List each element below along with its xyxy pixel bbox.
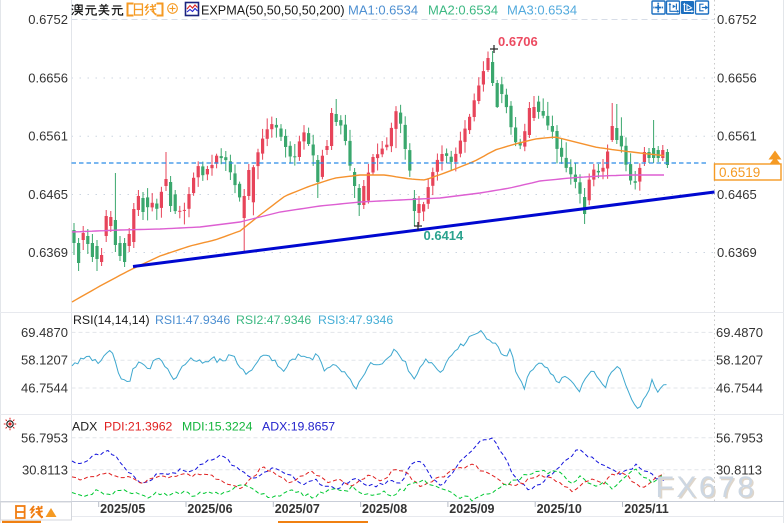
svg-text:2025/05: 2025/05	[100, 502, 145, 516]
svg-text:0.6561: 0.6561	[717, 129, 757, 144]
svg-text:MDI:15.3224: MDI:15.3224	[182, 420, 253, 434]
svg-text:30.8113: 30.8113	[716, 462, 762, 477]
svg-text:0.6752: 0.6752	[717, 12, 757, 27]
svg-text:0.6752: 0.6752	[28, 12, 68, 27]
svg-text:FX678: FX678	[656, 471, 757, 504]
svg-text:69.4870: 69.4870	[21, 325, 68, 340]
svg-text:2025/10: 2025/10	[537, 502, 582, 516]
svg-text:0.6465: 0.6465	[717, 187, 757, 202]
svg-text:58.1207: 58.1207	[716, 353, 763, 368]
svg-text:0.6656: 0.6656	[28, 71, 68, 86]
svg-text:56.7953: 56.7953	[716, 430, 763, 445]
svg-text:0.6706: 0.6706	[498, 34, 538, 49]
svg-text:MA1:0.6534: MA1:0.6534	[348, 3, 418, 18]
svg-text:FX678: FX678	[657, 473, 758, 506]
svg-text:PDI:21.3962: PDI:21.3962	[104, 420, 173, 434]
svg-text:MA2:0.6534: MA2:0.6534	[428, 3, 498, 18]
svg-text:46.7544: 46.7544	[716, 381, 763, 396]
svg-text:58.1207: 58.1207	[21, 353, 68, 368]
svg-text:69.4870: 69.4870	[716, 325, 763, 340]
svg-text:0.6465: 0.6465	[28, 187, 68, 202]
svg-text:2025/08: 2025/08	[362, 502, 407, 516]
svg-text:0.6369: 0.6369	[717, 245, 757, 260]
svg-text:0.6369: 0.6369	[28, 245, 68, 260]
svg-text:0.6519: 0.6519	[719, 165, 760, 180]
svg-text:EXPMA(50,50,50,50,200): EXPMA(50,50,50,50,200)	[201, 4, 345, 18]
svg-text:MA3:0.6534: MA3:0.6534	[507, 3, 577, 18]
svg-text:RSI1:47.9346: RSI1:47.9346	[155, 313, 230, 327]
svg-text:56.7953: 56.7953	[21, 430, 68, 445]
svg-text:RSI2:47.9346: RSI2:47.9346	[236, 313, 311, 327]
svg-text:ADX: ADX	[72, 420, 97, 434]
svg-text:0.6561: 0.6561	[28, 129, 68, 144]
svg-text:RSI3:47.9346: RSI3:47.9346	[318, 313, 393, 327]
svg-text:30.8113: 30.8113	[22, 462, 68, 477]
svg-text:RSI(14,14,14): RSI(14,14,14)	[73, 313, 150, 327]
svg-text:2025/07: 2025/07	[275, 502, 320, 516]
svg-text:46.7544: 46.7544	[21, 381, 68, 396]
svg-text:ADX:19.8657: ADX:19.8657	[262, 420, 335, 434]
svg-text:0.6656: 0.6656	[717, 71, 757, 86]
svg-text:2025/11: 2025/11	[624, 502, 669, 516]
svg-text:2025/06: 2025/06	[187, 502, 232, 516]
svg-text:0.6414: 0.6414	[424, 228, 465, 243]
svg-text:2025/09: 2025/09	[449, 502, 494, 516]
